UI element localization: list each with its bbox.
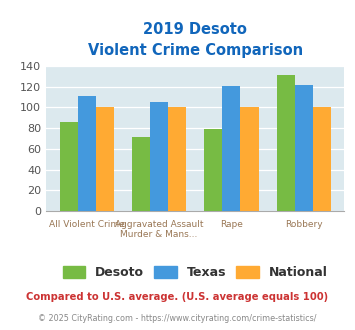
Bar <box>313 108 331 211</box>
Bar <box>204 129 222 211</box>
Text: © 2025 CityRating.com - https://www.cityrating.com/crime-statistics/: © 2025 CityRating.com - https://www.city… <box>38 314 317 323</box>
Bar <box>168 108 186 211</box>
Text: Aggravated Assault: Aggravated Assault <box>115 220 203 229</box>
Bar <box>295 85 313 211</box>
Bar <box>222 86 240 211</box>
Bar <box>277 75 295 211</box>
Text: All Violent Crime: All Violent Crime <box>49 220 125 229</box>
Bar <box>60 122 78 211</box>
Bar <box>150 102 168 211</box>
Bar <box>132 137 150 211</box>
Bar <box>96 108 114 211</box>
Text: Compared to U.S. average. (U.S. average equals 100): Compared to U.S. average. (U.S. average … <box>26 292 329 302</box>
Text: Robbery: Robbery <box>285 220 322 229</box>
Text: Rape: Rape <box>220 220 243 229</box>
Title: 2019 Desoto
Violent Crime Comparison: 2019 Desoto Violent Crime Comparison <box>88 22 303 58</box>
Bar <box>78 96 96 211</box>
Text: Murder & Mans...: Murder & Mans... <box>120 230 198 239</box>
Legend: Desoto, Texas, National: Desoto, Texas, National <box>58 261 333 284</box>
Bar <box>240 108 258 211</box>
